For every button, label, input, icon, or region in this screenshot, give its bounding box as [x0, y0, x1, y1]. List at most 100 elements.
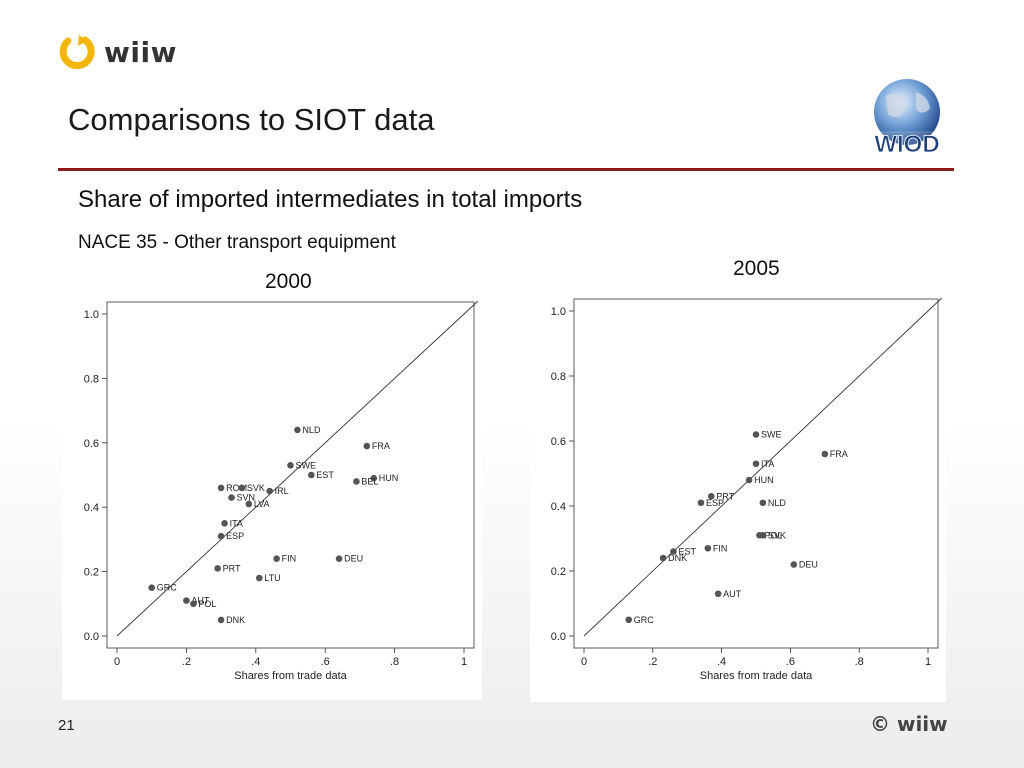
- data-point-fra: [821, 450, 829, 458]
- point-label-est: EST: [678, 547, 696, 557]
- point-label-esp: ESP: [706, 498, 724, 508]
- data-point-svn: [228, 494, 235, 501]
- data-point-dnk: [659, 554, 667, 562]
- y-tick-label: 0.4: [551, 501, 566, 513]
- plot-frame: [573, 298, 939, 649]
- point-label-nld: NLD: [768, 498, 787, 508]
- point-label-swe: SWE: [296, 460, 317, 470]
- point-label-swe: SWE: [761, 430, 782, 440]
- data-point-esp: [217, 532, 225, 540]
- x-tick-label: .6: [786, 656, 795, 668]
- data-point-aut: [183, 597, 190, 604]
- point-label-prt: PRT: [223, 563, 241, 573]
- y-tick-label: 0.0: [551, 631, 566, 643]
- nace-label: NACE 35 - Other transport equipment: [78, 232, 396, 253]
- reference-line-45: [583, 297, 943, 637]
- data-point-nld: [294, 426, 301, 434]
- point-label-deu: DEU: [344, 554, 363, 564]
- data-point-nld: [759, 499, 767, 507]
- data-point-prt: [214, 565, 221, 572]
- point-label-irl: IRL: [275, 486, 289, 496]
- data-point-dnk: [217, 616, 225, 624]
- x-tick-label: 1: [461, 656, 467, 668]
- data-point-fin: [273, 555, 280, 563]
- page-title: Comparisons to SIOT data: [68, 102, 435, 137]
- data-point-hun: [745, 476, 753, 484]
- point-label-esp: ESP: [226, 531, 244, 541]
- y-tick-label: 1.0: [84, 309, 99, 321]
- data-point-fra: [363, 442, 371, 450]
- data-point-svk: [238, 484, 246, 492]
- data-point-grc: [625, 616, 633, 624]
- copyright: © wiiw: [870, 712, 948, 736]
- data-point-rom: [217, 484, 225, 492]
- data-point-est: [670, 548, 677, 555]
- title-rule: [58, 168, 954, 171]
- data-point-swe: [752, 431, 760, 438]
- point-label-fra: FRA: [830, 449, 848, 459]
- point-label-dnk: DNK: [226, 615, 245, 625]
- point-label-dnk: DNK: [668, 553, 687, 563]
- point-label-est: EST: [316, 470, 334, 480]
- x-axis-title: Shares from trade data: [700, 670, 813, 682]
- globe-icon: WIOD: [869, 79, 945, 158]
- point-label-grc: GRC: [157, 583, 178, 593]
- data-point-ita: [221, 520, 228, 527]
- point-label-rom: ROM: [226, 483, 247, 493]
- x-tick-label: 0: [114, 656, 120, 668]
- slide-subtitle: Share of imported intermediates in total…: [78, 186, 583, 213]
- data-point-est: [308, 471, 315, 479]
- y-tick-label: 0.4: [84, 502, 99, 514]
- x-axis-title: Shares from trade data: [234, 670, 347, 682]
- point-label-grc: GRC: [634, 615, 655, 625]
- data-point-swe: [287, 462, 294, 469]
- point-label-ltu: LTU: [264, 573, 280, 583]
- y-tick-label: 0.2: [84, 567, 99, 579]
- y-tick-label: 0.2: [551, 566, 566, 578]
- data-point-deu: [335, 555, 343, 563]
- data-point-aut: [714, 590, 722, 598]
- logo-text: wiiw: [104, 35, 177, 69]
- point-label-ita: ITA: [761, 459, 774, 469]
- y-tick-label: 0.8: [551, 371, 566, 383]
- y-tick-label: 1.0: [551, 306, 566, 318]
- point-label-deu: DEU: [799, 560, 818, 570]
- point-label-pol: POL: [764, 530, 782, 540]
- x-tick-label: .8: [390, 656, 399, 668]
- wiiw-logo-icon: [59, 35, 95, 70]
- data-point-pol: [190, 600, 197, 608]
- wiod-badge: WIOD: [866, 76, 948, 158]
- x-tick-label: .4: [251, 656, 260, 668]
- x-tick-label: .6: [321, 656, 330, 668]
- data-point-bel: [353, 478, 360, 485]
- x-tick-label: .8: [855, 656, 864, 668]
- x-tick-label: 1: [925, 656, 931, 668]
- y-tick-label: 0.0: [84, 631, 99, 643]
- point-label-ita: ITA: [230, 518, 243, 528]
- x-tick-label: .2: [648, 656, 657, 668]
- point-label-prt: PRT: [716, 491, 734, 501]
- point-label-aut: AUT: [723, 589, 742, 599]
- point-label-fin: FIN: [713, 543, 728, 553]
- page-number: 21: [58, 717, 75, 734]
- point-label-svn: SVN: [237, 493, 256, 503]
- x-tick-label: .2: [182, 656, 191, 668]
- data-point-ltu: [255, 574, 263, 582]
- data-point-grc: [148, 584, 155, 591]
- data-point-fin: [704, 544, 712, 552]
- point-label-lva: LVA: [254, 499, 270, 509]
- point-label-hun: HUN: [754, 475, 774, 485]
- x-tick-label: .4: [717, 656, 726, 668]
- wiiw-logo[interactable]: wiiw: [58, 32, 177, 72]
- data-point-esp: [697, 499, 705, 507]
- data-point-lva: [245, 500, 253, 508]
- chart-title-2000: 2000: [265, 270, 312, 293]
- chart-title-2005: 2005: [733, 257, 780, 280]
- reference-line-45: [116, 300, 479, 637]
- point-label-nld: NLD: [302, 425, 321, 435]
- point-label-hun: HUN: [379, 473, 399, 483]
- point-label-aut: AUT: [191, 596, 210, 606]
- point-label-pol: POL: [198, 599, 216, 609]
- scatter-panel-2005: 0.0 0.2 0.4 0.6 0.8 1.0 0.2.4.6.8 1 Shares from …: [530, 287, 946, 702]
